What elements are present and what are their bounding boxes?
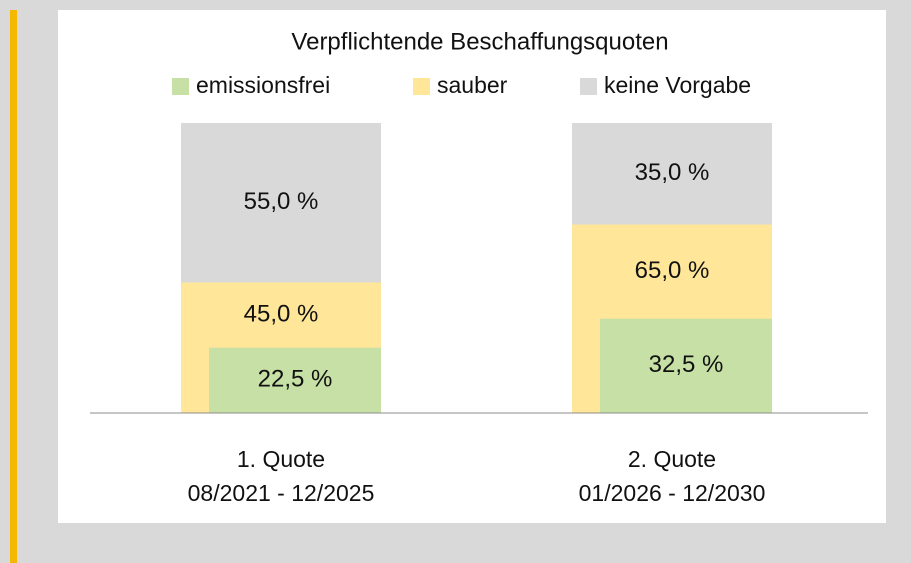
bar-segment (572, 123, 772, 225)
legend-swatch (580, 78, 597, 95)
chart-title: Verpflichtende Beschaffungsquoten (291, 28, 668, 55)
value-label: 32,5 % (649, 351, 724, 378)
value-label: 65,0 % (635, 257, 710, 284)
x-tick-sublabel: 01/2026 - 12/2030 (579, 480, 766, 506)
legend-label: emissionsfrei (196, 72, 330, 98)
x-tick-label: 1. Quote (237, 446, 325, 472)
x-tick-label: 2. Quote (628, 446, 716, 472)
legend-swatch (172, 78, 189, 95)
value-label: 55,0 % (244, 188, 319, 215)
x-tick-sublabel: 08/2021 - 12/2025 (188, 480, 375, 506)
bar-segment (209, 347, 381, 413)
value-label: 22,5 % (258, 366, 333, 393)
bar-segment (181, 123, 381, 283)
legend-label: keine Vorgabe (604, 72, 751, 98)
legend-label: sauber (437, 72, 508, 98)
bar-segment (600, 318, 772, 413)
legend-swatch (413, 78, 430, 95)
value-label: 35,0 % (635, 159, 710, 186)
value-label: 45,0 % (244, 300, 319, 327)
accent-bar (10, 10, 17, 563)
